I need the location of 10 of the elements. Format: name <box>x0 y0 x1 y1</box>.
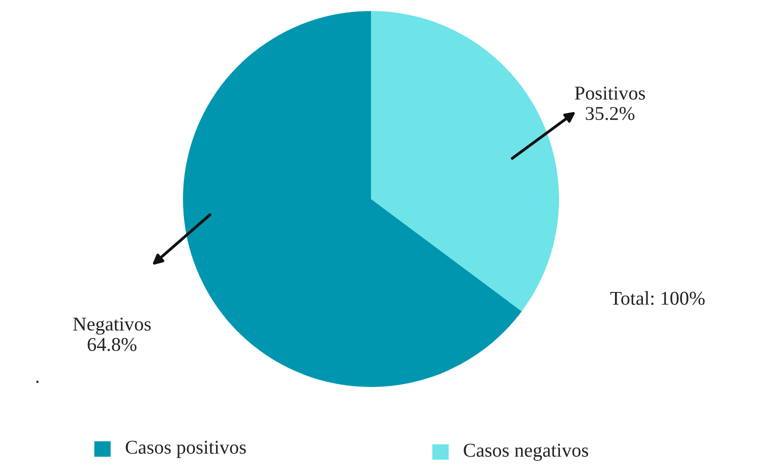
data-label: 35.2% <box>586 106 634 120</box>
pie-slice <box>371 11 559 312</box>
slice-label: Negativos <box>73 318 151 335</box>
slice-label: Positivos <box>574 86 645 100</box>
text: Total: 100% <box>610 291 705 305</box>
text: Casos negativos <box>464 444 588 461</box>
pie-slice <box>183 11 522 387</box>
text: Casos positivos <box>126 440 246 458</box>
text: . <box>36 380 39 383</box>
data-label: 64.8% <box>88 338 136 352</box>
